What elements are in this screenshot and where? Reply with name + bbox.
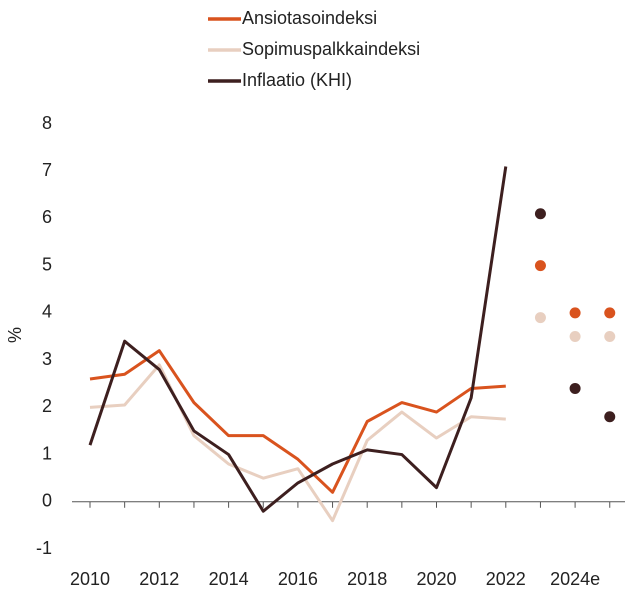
y-tick-label: 3 — [42, 349, 52, 369]
series-line — [89, 363, 506, 523]
y-tick-label: 5 — [42, 254, 52, 274]
x-tick-label: 2024e — [550, 569, 600, 589]
series-line — [88, 166, 508, 513]
forecast-point — [604, 307, 616, 319]
forecast-point — [569, 307, 581, 319]
y-tick-label: 4 — [42, 302, 52, 322]
x-tick-label: 2018 — [347, 569, 387, 589]
legend-label: Inflaatio (KHI) — [242, 70, 352, 90]
y-tick-label: 7 — [42, 160, 52, 180]
y-tick-label: 0 — [42, 491, 52, 511]
legend-label: Ansiotasoindeksi — [242, 8, 377, 28]
x-tick-label: 2022 — [486, 569, 526, 589]
x-tick-label: 2010 — [70, 569, 110, 589]
legend-label: Sopimuspalkkaindeksi — [242, 39, 420, 59]
y-tick-label: 2 — [42, 396, 52, 416]
forecast-point — [604, 331, 616, 342]
forecast-point — [534, 312, 546, 324]
forecast-point — [534, 208, 546, 220]
series-line — [89, 349, 506, 494]
x-tick-label: 2016 — [278, 569, 318, 589]
x-tick-label: 2014 — [209, 569, 249, 589]
forecast-point — [604, 411, 616, 423]
forecast-point — [569, 331, 581, 342]
y-tick-label: -1 — [36, 538, 52, 558]
y-tick-label: 8 — [42, 113, 52, 133]
x-tick-label: 2012 — [139, 569, 179, 589]
forecast-point — [534, 260, 546, 272]
y-axis-label: % — [5, 327, 25, 343]
y-tick-label: 1 — [42, 443, 52, 463]
forecast-point — [569, 382, 581, 394]
y-tick-label: 6 — [42, 207, 52, 227]
x-tick-label: 2020 — [416, 569, 456, 589]
